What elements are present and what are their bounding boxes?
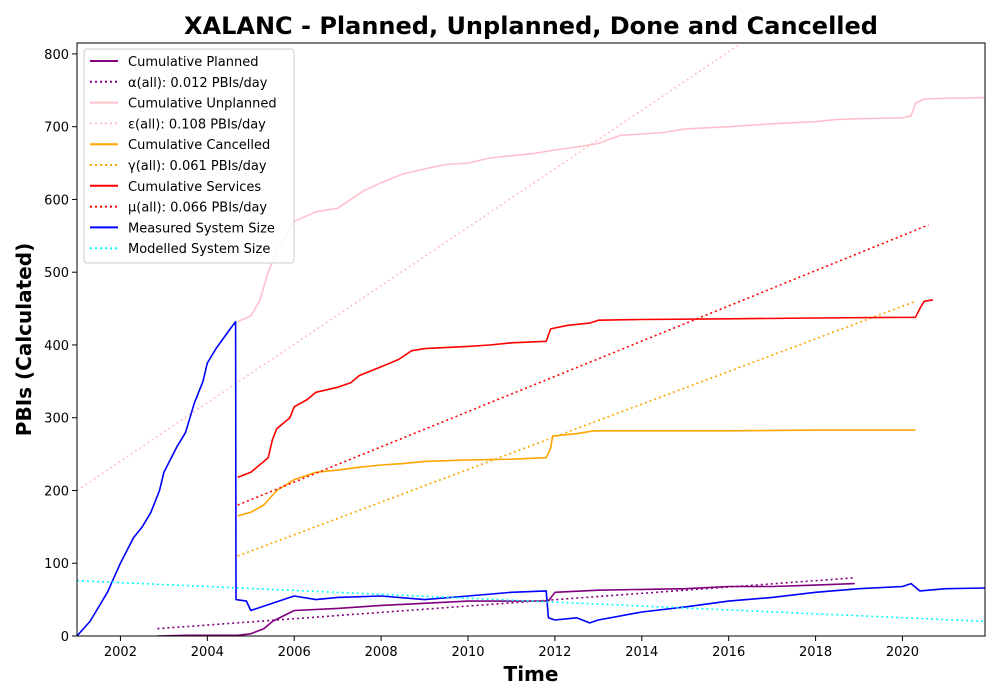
y-tick-label: 400 — [44, 339, 69, 354]
y-tick-label: 600 — [44, 193, 69, 208]
legend-label: Cumulative Services — [128, 180, 261, 195]
y-tick-label: 500 — [44, 266, 69, 281]
y-tick-label: 700 — [44, 121, 69, 136]
series-line-0 — [157, 584, 854, 636]
series-line-6 — [238, 300, 933, 478]
series-line-1 — [157, 578, 854, 629]
x-tick-label: 2018 — [799, 645, 832, 660]
y-tick-label: 200 — [44, 484, 69, 499]
legend-label: Modelled System Size — [128, 242, 270, 257]
x-tick-label: 2010 — [451, 645, 484, 660]
y-tick-label: 0 — [61, 630, 69, 645]
x-tick-label: 2012 — [538, 645, 571, 660]
y-tick-label: 300 — [44, 412, 69, 427]
x-axis-label: Time — [504, 662, 559, 686]
series-line-2 — [238, 98, 985, 322]
legend-label: α(all): 0.012 PBIs/day — [128, 76, 268, 91]
x-tick-label: 2020 — [886, 645, 919, 660]
series-line-4 — [238, 430, 916, 516]
x-tick-label: 2006 — [278, 645, 311, 660]
legend-label: Cumulative Planned — [128, 55, 258, 70]
y-axis-ticks: 0 100 200 300 400 500 600 700 800 — [44, 48, 77, 645]
legend-label: Cumulative Cancelled — [128, 138, 270, 153]
legend-label: γ(all): 0.061 PBIs/day — [128, 159, 267, 174]
legend: Cumulative Planned α(all): 0.012 PBIs/day… — [84, 49, 294, 263]
x-tick-label: 2004 — [191, 645, 224, 660]
chart-title: XALANC - Planned, Unplanned, Done and Ca… — [184, 12, 878, 40]
legend-label: μ(all): 0.066 PBIs/day — [128, 201, 267, 216]
x-tick-label: 2014 — [625, 645, 658, 660]
y-tick-label: 100 — [44, 557, 69, 572]
legend-label: Cumulative Unplanned — [128, 97, 277, 112]
x-tick-label: 2002 — [104, 645, 137, 660]
x-tick-label: 2008 — [365, 645, 398, 660]
y-tick-label: 800 — [44, 48, 69, 63]
x-axis-ticks: 2002 2004 2006 2008 2010 2012 2014 2016 2018 2020 — [104, 636, 919, 660]
y-axis-label: PBIs (Calculated) — [12, 243, 36, 436]
x-tick-label: 2016 — [712, 645, 745, 660]
legend-label: ε(all): 0.108 PBIs/day — [128, 117, 266, 132]
series-line-5 — [238, 301, 916, 556]
legend-label: Measured System Size — [128, 221, 275, 236]
series-line-7 — [238, 225, 929, 505]
series-line-8 — [77, 322, 985, 636]
